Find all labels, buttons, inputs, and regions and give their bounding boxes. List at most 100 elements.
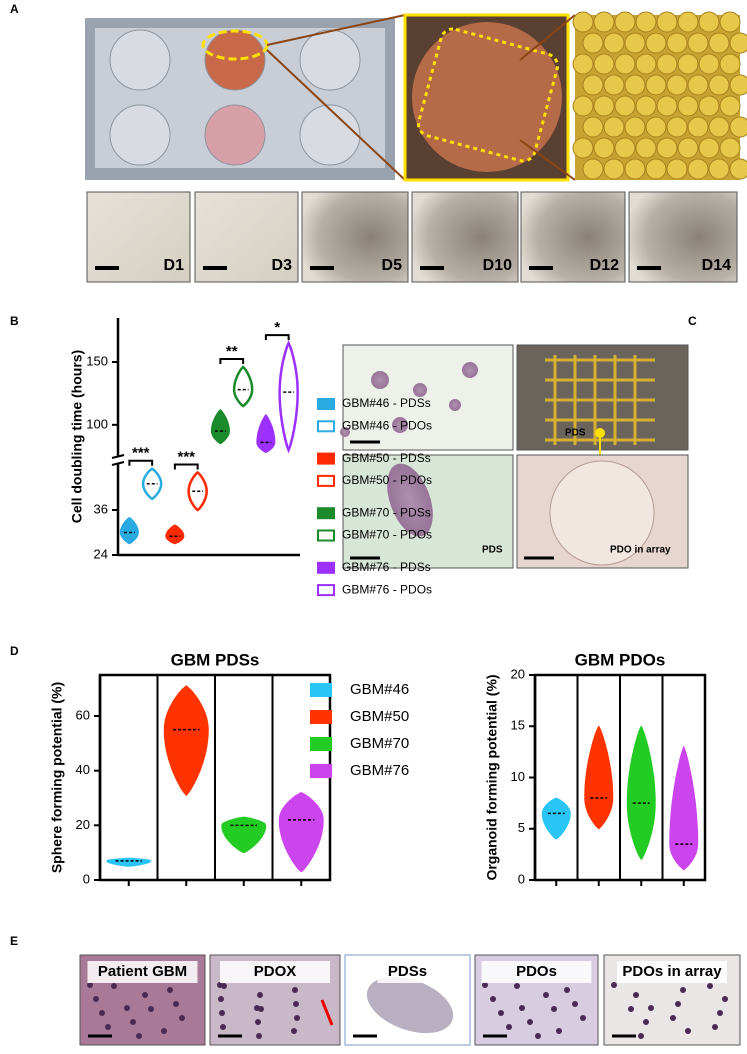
nucleus [543,992,549,998]
bead [666,32,688,54]
significance-label: * [274,319,280,336]
label-bg [481,961,592,983]
bead [656,53,678,75]
legend-swatch [317,584,335,597]
nucleus [535,1033,541,1039]
bead [593,11,615,33]
significance-label: *** [177,448,195,465]
bead [593,53,615,75]
bead [624,116,646,138]
nucleus [167,987,173,993]
panel-label: B [10,314,19,328]
y-tick-label: 10 [511,769,525,784]
bead [645,116,667,138]
violin [119,516,139,545]
y-tick-label: 36 [94,501,108,516]
well [299,104,361,166]
marker [595,428,605,438]
bead [687,116,709,138]
nucleus [111,983,117,989]
nucleus [293,1001,299,1007]
bead [614,53,636,75]
nucleus [712,1024,718,1030]
chart-title: GBM PDSs [171,650,260,669]
sphere [413,383,427,397]
nucleus [498,1010,504,1016]
image-label: PDO in array [610,545,671,556]
legend-label: GBM#46 - PDOs [342,418,432,432]
nucleus [93,996,99,1002]
connector [266,14,406,46]
well [109,29,171,91]
legend-swatch [317,561,335,574]
axis-break [111,454,125,459]
well [109,104,171,166]
tissue-label: PDSs [388,963,427,980]
nucleus [220,1024,226,1030]
panel-label: D [10,644,19,658]
nucleus [551,1006,557,1012]
nucleus [707,983,713,989]
chart-title: GBM PDOs [575,650,666,669]
legend-swatch [317,507,335,520]
bead [614,11,636,33]
label-bg [377,961,438,983]
nucleus [87,982,93,988]
bead [656,95,678,117]
nucleus [255,1019,261,1025]
legend-label: GBM#50 [350,708,409,725]
organoid [549,460,655,566]
bead [603,74,625,96]
nucleus [685,1028,691,1034]
violin [256,414,276,454]
legend-swatch [310,737,332,751]
bead [708,158,730,180]
nucleus [643,1019,649,1025]
bead [614,137,636,159]
bead [624,158,646,180]
connector [266,49,406,181]
y-tick-label: 150 [86,353,108,368]
legend-label: GBM#70 [350,735,409,752]
bead [656,11,678,33]
connector [519,14,576,61]
nucleus [611,982,617,988]
bead [593,95,615,117]
day-label: D10 [483,257,512,274]
bead [635,95,657,117]
sphere [340,427,350,437]
violin [541,797,571,840]
y-axis-label: Cell doubling time (hours) [69,350,85,523]
bead [698,11,720,33]
nucleus [292,987,298,993]
y-tick-label: 20 [76,817,90,832]
violin [106,857,152,867]
nucleus [105,1024,111,1030]
nucleus [633,992,639,998]
legend-label: GBM#76 [350,762,409,779]
bead [729,116,747,138]
bead [677,137,699,159]
bead [666,74,688,96]
bead [677,53,699,75]
nucleus [556,1028,562,1034]
panel-label: E [10,934,18,948]
nucleus [218,996,224,1002]
bead [593,137,615,159]
nucleus [514,983,520,989]
bead [666,116,688,138]
histology-image [342,344,514,451]
bead [719,95,741,117]
panel-label: C [688,314,697,328]
bead [572,11,594,33]
y-tick-label: 60 [76,707,90,722]
y-tick-label: 15 [511,718,525,733]
legend-swatch [317,529,335,542]
bead [687,74,709,96]
bead [708,116,730,138]
y-tick-label: 40 [76,762,90,777]
nucleus [675,1001,681,1007]
legend-label: GBM#46 - PDSs [342,396,431,410]
bead [635,11,657,33]
